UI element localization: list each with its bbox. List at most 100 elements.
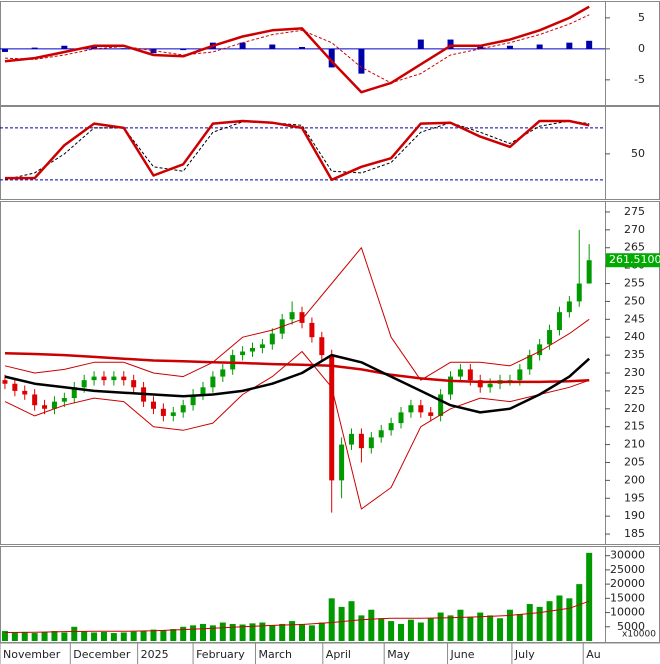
histogram-bar — [31, 47, 38, 49]
volume-bar — [338, 606, 345, 641]
candle-body — [170, 412, 176, 416]
candle-body — [477, 380, 483, 388]
candle-body — [527, 355, 533, 370]
y-tick-label: 225 — [624, 384, 645, 397]
volume-bar — [100, 631, 107, 641]
indicator-line — [4, 353, 591, 414]
volume-bar — [41, 632, 48, 641]
indicator-line — [4, 5, 590, 94]
candle-body — [210, 376, 216, 388]
volume-bar — [110, 633, 117, 641]
candle-body — [42, 405, 48, 409]
x-tick-label: July — [514, 648, 535, 661]
candle-body — [566, 301, 572, 313]
volume-bar — [190, 625, 197, 641]
volume-bar — [368, 609, 375, 641]
volume-bar — [437, 612, 444, 641]
candle-body — [586, 260, 592, 284]
last-price-label: 261.5100 — [609, 253, 660, 266]
volume-bar — [388, 621, 395, 641]
histogram-bar — [269, 44, 276, 49]
histogram-bar — [91, 45, 98, 49]
histogram-bar — [506, 45, 513, 49]
volume-bar — [1, 631, 8, 641]
volume-bar — [229, 623, 236, 641]
histogram-bar — [239, 42, 246, 49]
y-tick-label: 185 — [624, 527, 645, 540]
candle-body — [319, 337, 325, 356]
y-tick-label: 265 — [624, 241, 645, 254]
volume-bar — [289, 621, 296, 641]
volume-bar — [71, 626, 78, 641]
candle-body — [487, 383, 493, 388]
volume-bar — [487, 615, 494, 641]
volume-bar — [586, 552, 593, 641]
volume-bar — [170, 629, 177, 641]
indicator-line — [4, 120, 590, 181]
y-tick-label: 210 — [624, 438, 645, 451]
volume-bar — [427, 618, 434, 641]
volume-bar — [398, 623, 405, 641]
histogram-bar — [1, 48, 8, 52]
x-tick-label: December — [73, 648, 131, 661]
candle-body — [537, 344, 543, 356]
volume-bar — [249, 623, 256, 641]
volume-bar — [61, 632, 68, 641]
y-tick-label: 235 — [624, 348, 645, 361]
candle-body — [418, 405, 424, 413]
candle-body — [547, 330, 553, 345]
candle-body — [71, 387, 77, 399]
y-tick-label: 10000 — [610, 606, 645, 619]
candle-body — [289, 312, 295, 320]
volume-bar — [457, 609, 464, 641]
volume-bar — [477, 612, 484, 641]
candle-body — [61, 398, 67, 402]
y-tick-label: 215 — [624, 420, 645, 433]
histogram-bar — [417, 39, 424, 49]
volume-bar — [120, 632, 127, 641]
candle-body — [12, 383, 18, 391]
volume-bar — [467, 616, 474, 641]
candle-body — [101, 376, 107, 381]
candle-body — [398, 412, 404, 424]
y-tick-label: 50 — [631, 147, 645, 160]
candle-body — [200, 387, 206, 395]
volume-bar — [378, 618, 385, 641]
volume-bar — [447, 615, 454, 641]
x-tick-label: March — [258, 648, 292, 661]
y-tick-label: 200 — [624, 473, 645, 486]
candle-body — [358, 433, 364, 449]
volume-bar — [497, 618, 504, 641]
indicator-line — [4, 14, 590, 84]
histogram-bar — [150, 48, 157, 54]
candle-body — [22, 390, 28, 395]
x-tick-label: Au — [586, 648, 601, 661]
y-tick-label: 5000 — [617, 620, 645, 633]
volume-bar — [11, 632, 18, 641]
candle-body — [180, 405, 186, 413]
candle-body — [438, 394, 444, 416]
candle-body — [428, 412, 434, 416]
volume-bar — [417, 622, 424, 641]
candle-body — [121, 376, 127, 381]
candle-body — [299, 312, 305, 323]
candle-body — [269, 333, 275, 345]
candle-body — [467, 369, 473, 381]
candle-body — [329, 355, 335, 481]
candle-body — [220, 369, 226, 377]
candle-body — [388, 423, 394, 431]
volume-bar — [506, 609, 513, 641]
volume-bar — [526, 604, 533, 641]
x-tick-label: May — [387, 648, 410, 661]
y-tick-label: 275 — [624, 205, 645, 218]
candle-body — [249, 347, 255, 352]
volume-bar — [219, 622, 226, 641]
volume-bar — [299, 623, 306, 641]
y-tick-label: 220 — [624, 402, 645, 415]
candle-body — [51, 401, 57, 409]
y-tick-label: 195 — [624, 491, 645, 504]
x-tick-label: June — [450, 648, 475, 661]
volume-bar — [566, 598, 573, 641]
candle-body — [457, 369, 463, 377]
